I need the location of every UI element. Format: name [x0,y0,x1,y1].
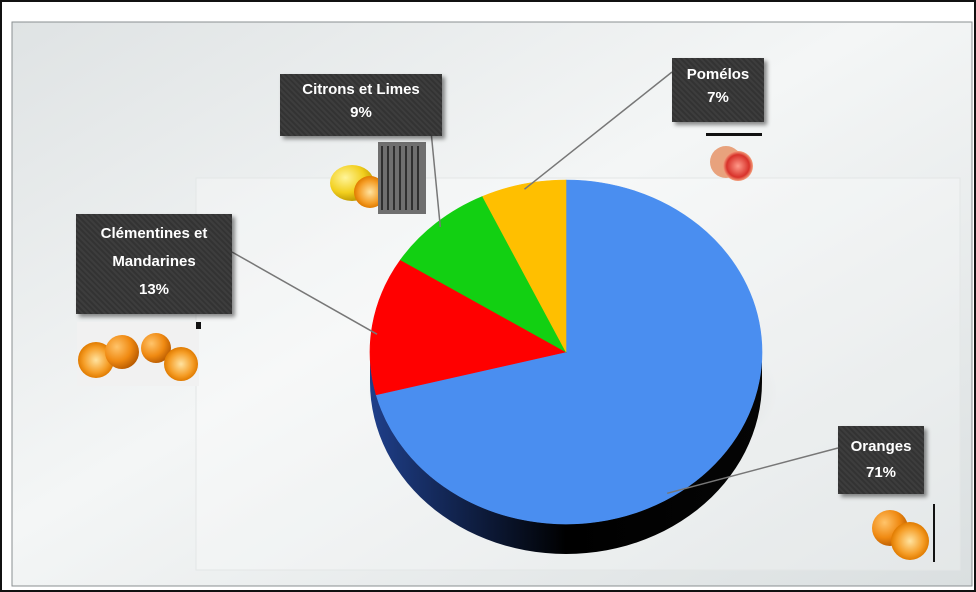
pie-slice-citrons-et-limes [400,195,567,353]
label-pomelos: Pomélos 7% [672,58,764,122]
pie-slice-pomelos [482,179,567,353]
leader-lines [231,71,839,495]
pie-slices [369,179,763,525]
leader-line [667,447,839,495]
oranges-image [872,504,935,562]
pie-slice-oranges [375,179,763,525]
pie-side-band [370,352,762,554]
pomelo-image [706,133,762,181]
label-oranges: Oranges 71% [838,426,924,494]
pie-slice-clementines-et-mandarines [369,259,567,396]
label-citrons: Citrons et Limes 9% [280,74,442,136]
leader-line [231,251,378,335]
lemon-image [330,142,426,214]
pie-side [370,352,762,554]
label-clementines: Clémentines et Mandarines 13% [76,214,232,314]
clementine-image [77,322,201,386]
leader-line [524,71,673,190]
